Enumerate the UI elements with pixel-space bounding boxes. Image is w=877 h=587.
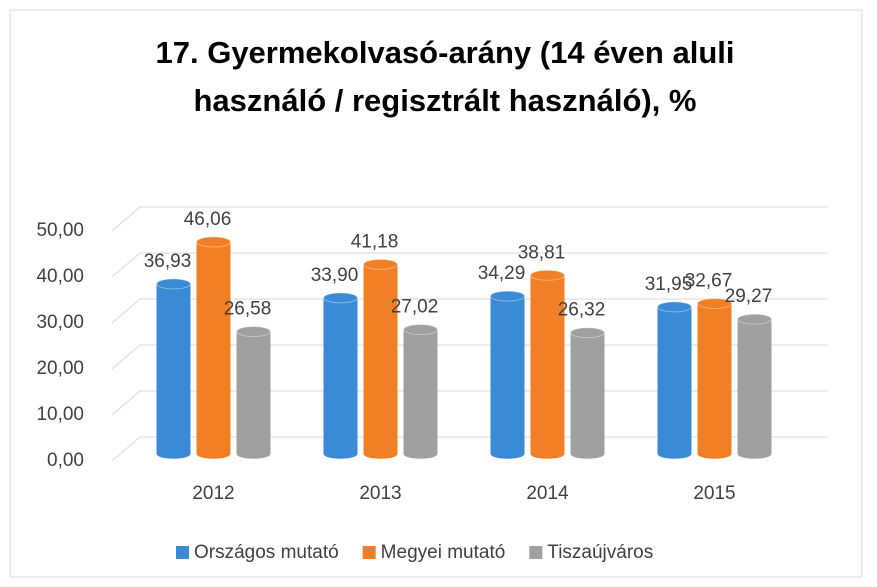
bar-top: [403, 324, 438, 336]
y-tick-label: 50,00: [36, 220, 84, 241]
bar: [403, 329, 438, 454]
bar-top: [737, 313, 772, 325]
legend-label: Országos mutató: [194, 542, 339, 563]
data-label: 46,06: [184, 209, 232, 230]
y-tick-label: 30,00: [36, 312, 84, 333]
x-tick-label: 2012: [192, 483, 234, 504]
bar: [570, 332, 605, 454]
data-label: 31,95: [645, 274, 693, 295]
chart-title: 17. Gyermekolvasó-arány (14 éven aluli: [156, 35, 735, 70]
chart-frame: [9, 9, 863, 578]
bar: [490, 296, 525, 454]
y-tick-label: 40,00: [36, 266, 84, 287]
y-tick-label: 20,00: [36, 358, 84, 379]
data-label: 29,27: [725, 286, 773, 307]
grid-line-depth: [111, 298, 141, 324]
bar-top: [490, 290, 525, 302]
data-label: 41,18: [351, 231, 399, 252]
y-tick-label: 0,00: [47, 450, 84, 471]
bar-top: [236, 326, 271, 338]
bar: [323, 297, 358, 454]
bar-top: [657, 301, 692, 313]
x-tick-label: 2014: [526, 483, 569, 504]
legend-label: Tiszaújváros: [547, 542, 653, 563]
bar-top: [570, 327, 605, 339]
y-tick-label: 10,00: [36, 404, 84, 425]
data-label: 26,58: [224, 299, 272, 320]
chart-title: használó / regisztrált használó), %: [193, 83, 696, 118]
bar: [236, 331, 271, 454]
bar-top: [363, 258, 398, 270]
x-tick-label: 2015: [693, 483, 735, 504]
grid-line-depth: [111, 436, 141, 462]
legend-swatch: [362, 546, 376, 559]
bar-top: [697, 298, 732, 310]
data-label: 34,29: [478, 263, 526, 284]
x-tick-label: 2013: [359, 483, 401, 504]
bar-top: [323, 292, 358, 304]
bar: [196, 241, 231, 454]
data-label: 36,93: [144, 251, 192, 272]
data-label: 33,90: [311, 265, 359, 286]
bar: [530, 275, 565, 454]
legend-swatch: [529, 546, 543, 559]
bar-top: [196, 236, 231, 248]
legend-label: Megyei mutató: [381, 542, 506, 563]
data-label: 27,02: [391, 297, 439, 318]
data-label: 32,67: [685, 271, 733, 292]
bar: [697, 303, 732, 454]
bar-top: [156, 278, 191, 290]
data-label: 38,81: [518, 242, 566, 263]
grid-line-depth: [111, 252, 141, 278]
grid-line-depth: [111, 344, 141, 370]
bar: [363, 264, 398, 454]
grid-line-depth: [111, 390, 141, 416]
grid-line-depth: [111, 206, 141, 232]
bar: [156, 283, 191, 454]
data-label: 26,32: [558, 300, 606, 321]
bar-top: [530, 269, 565, 281]
bar: [657, 306, 692, 454]
bar: [737, 319, 772, 454]
legend-swatch: [176, 546, 189, 559]
